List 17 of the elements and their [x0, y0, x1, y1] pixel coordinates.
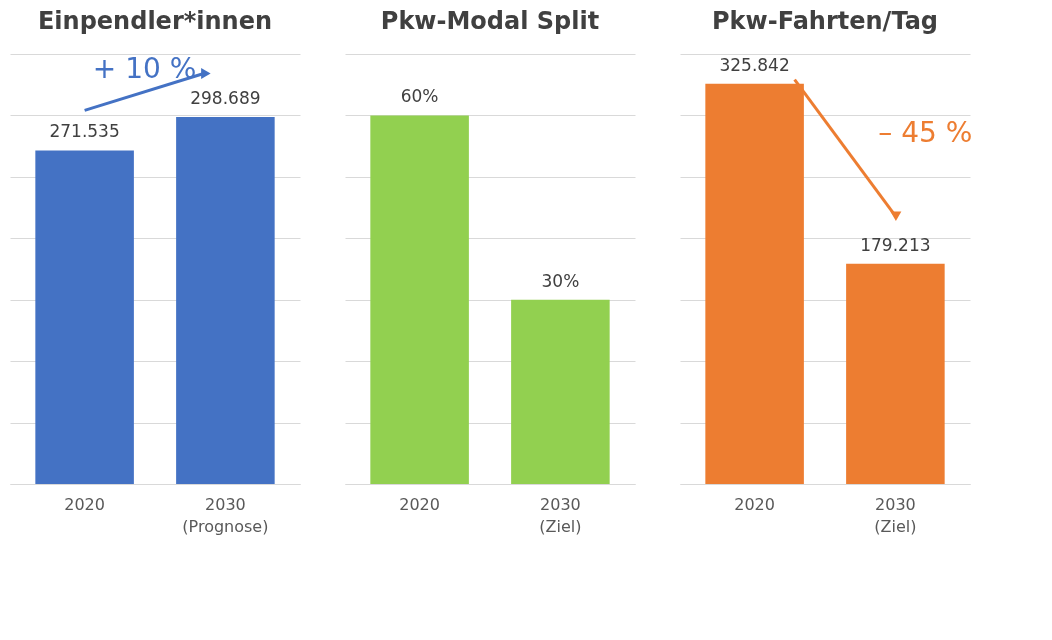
data-label: 325.842 [719, 54, 790, 75]
x-tick-label: 2030 (Ziel) [539, 494, 582, 536]
x-tick-label: 2030 (Prognose) [182, 494, 269, 536]
chart-title: Pkw-Fahrten/Tag [711, 7, 939, 35]
annotation: + 10 % [92, 52, 197, 86]
chart-title: Einpendler*innen [37, 7, 273, 35]
x-tick-label: 2030 (Ziel) [874, 494, 917, 536]
x-tick-label: 2020 [64, 494, 105, 514]
x-tick-label: 2020 [734, 494, 775, 514]
data-label: 60% [400, 86, 439, 107]
data-label: 30% [541, 270, 580, 291]
chart-title: Pkw-Modal Split [380, 7, 600, 35]
data-label: 179.213 [860, 234, 931, 255]
annotation: – 45 % [878, 115, 973, 149]
data-label: 298.689 [190, 88, 261, 109]
x-tick-label: 2020 [399, 494, 440, 514]
data-label: 271.535 [49, 121, 120, 142]
